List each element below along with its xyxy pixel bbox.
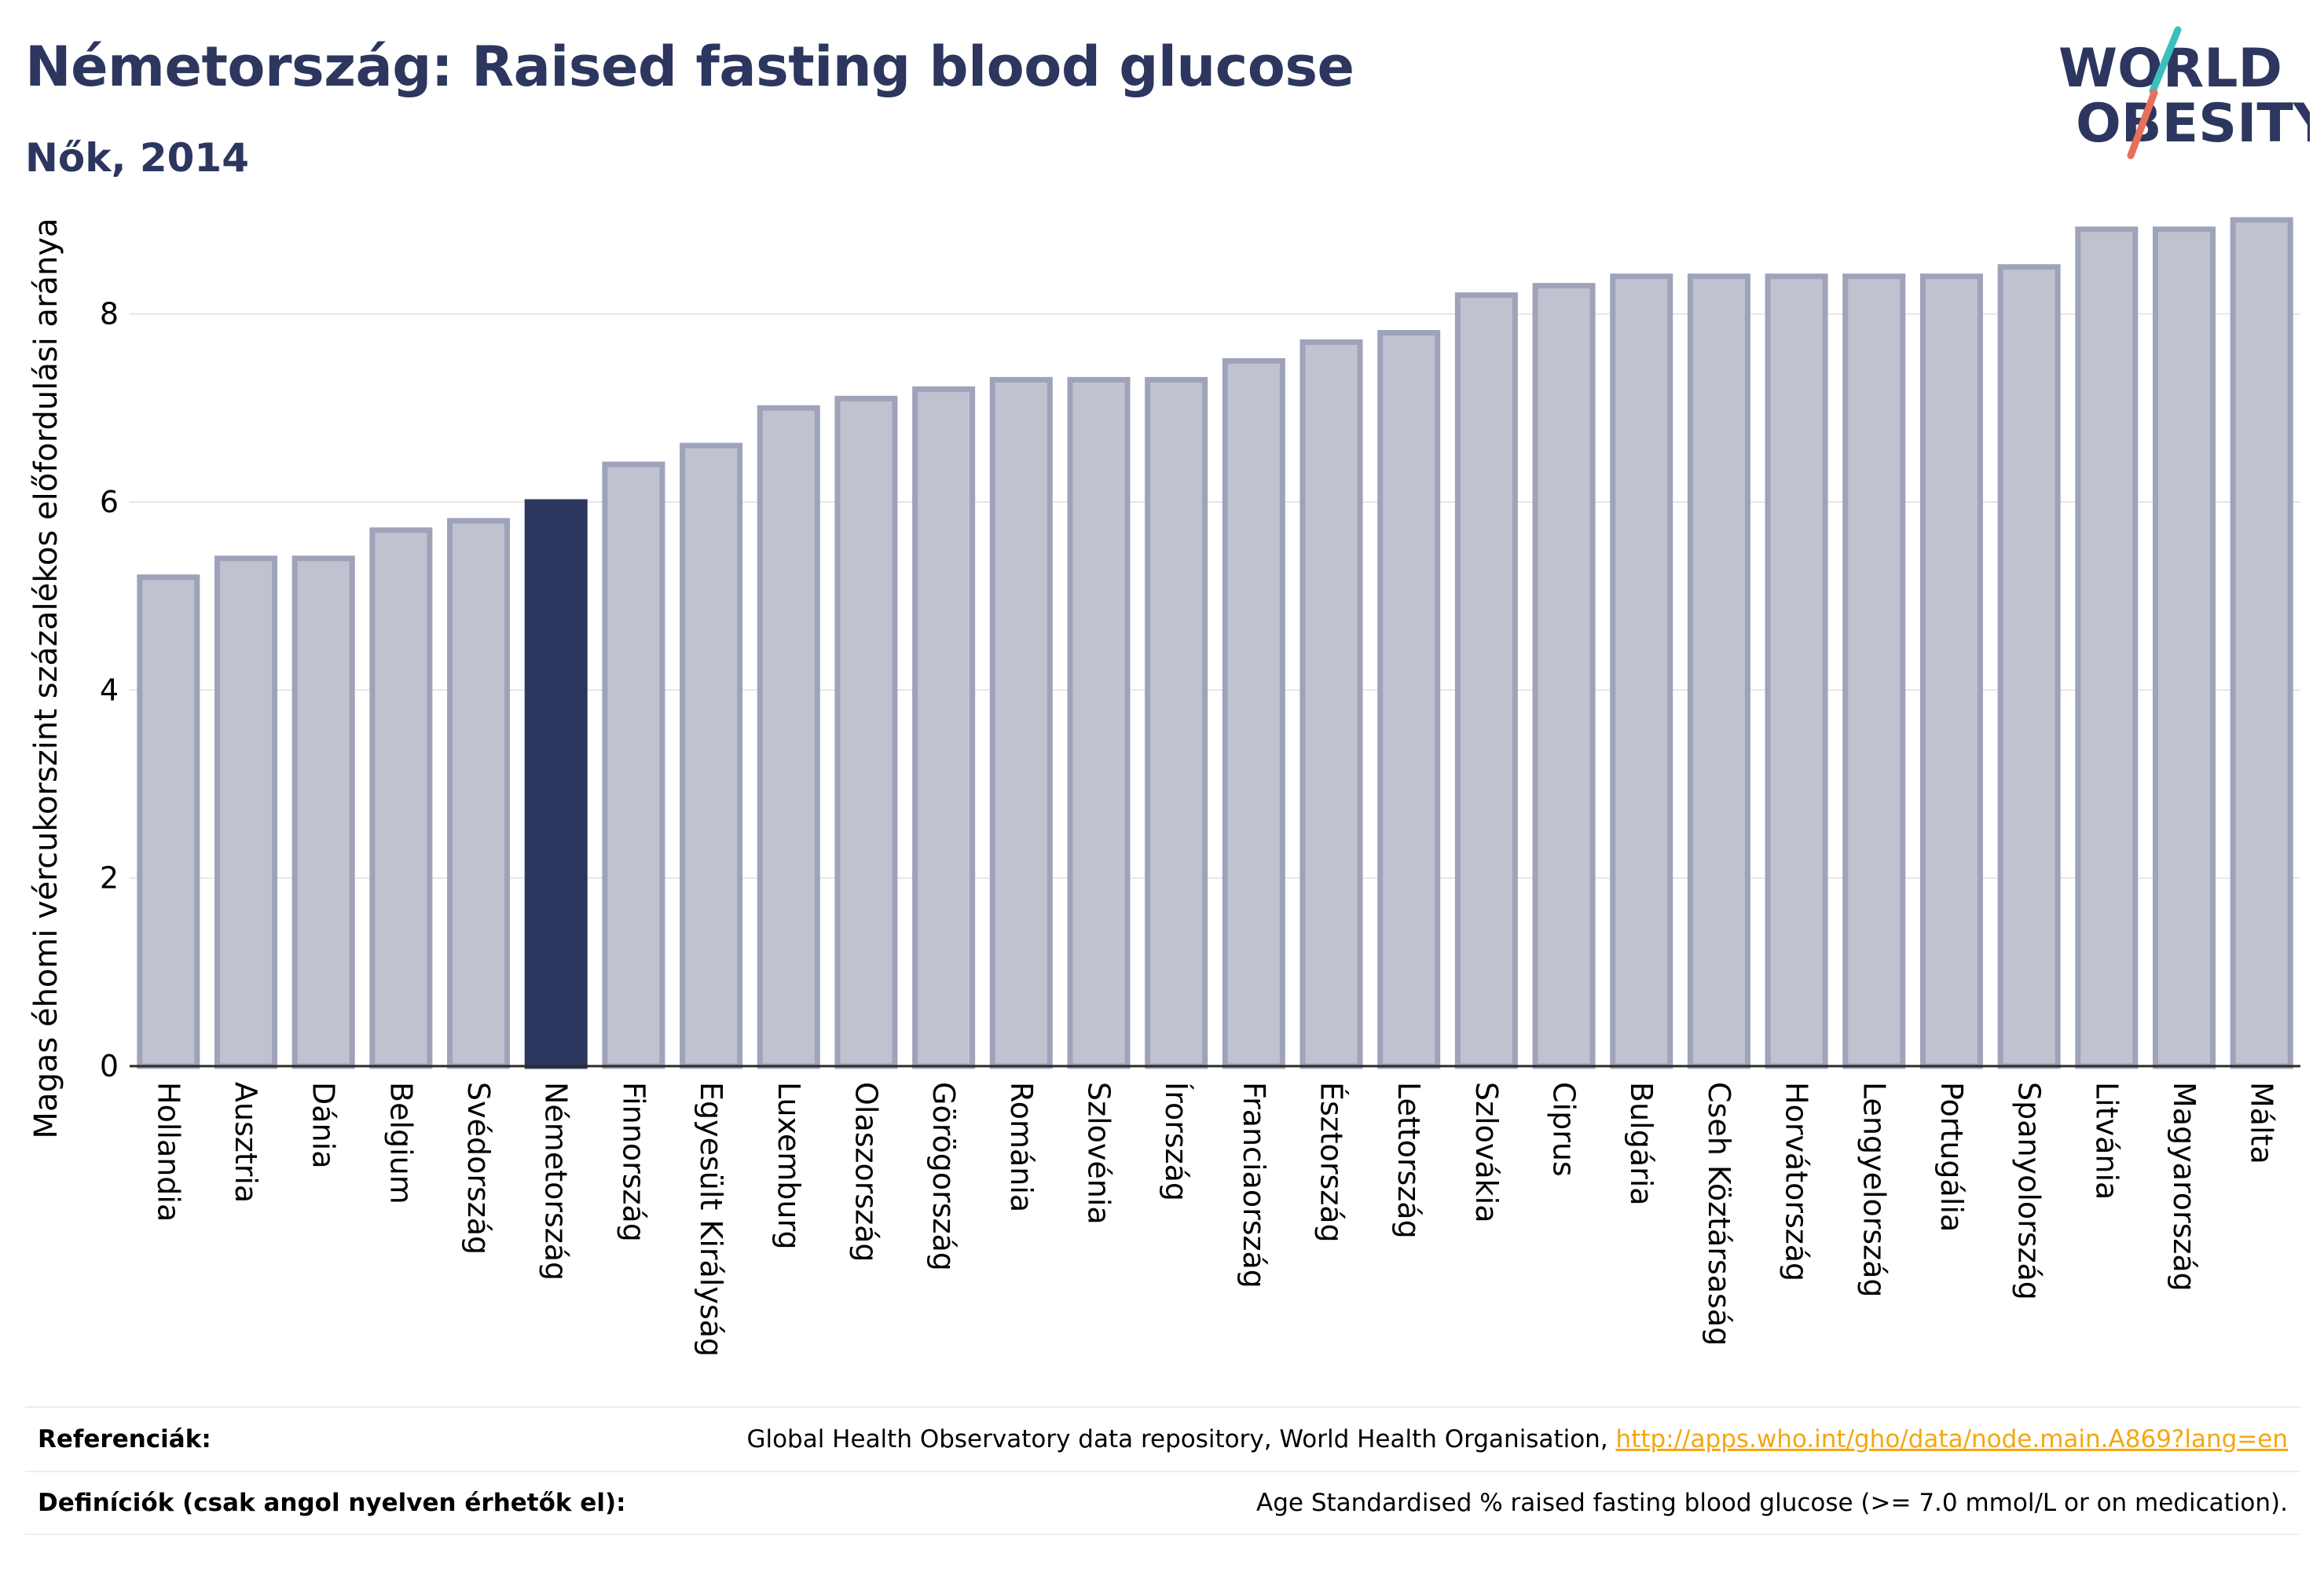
x-tick-label: Németország xyxy=(539,1082,574,1281)
x-tick-label: Szlovénia xyxy=(1081,1082,1116,1225)
bar-15 xyxy=(1299,339,1363,1069)
bar-25 xyxy=(2075,226,2139,1069)
bar-14 xyxy=(1222,357,1285,1069)
bar-13 xyxy=(1145,376,1208,1069)
x-tick-label: Románia xyxy=(1004,1082,1039,1212)
bar-4 xyxy=(447,518,511,1069)
bar-chart: 0 2 4 6 8 Hollandia Ausztria Dánia Belgium Svédo… xyxy=(28,217,2300,1357)
references-table: Referenciák: Global Health Observatory d… xyxy=(25,1406,2300,1535)
bar-9 xyxy=(834,395,898,1069)
references-row: Referenciák: Global Health Observatory d… xyxy=(25,1406,2300,1471)
x-tick-label: Ausztria xyxy=(229,1082,263,1203)
y-tick-label: 8 xyxy=(100,297,119,332)
bar-26 xyxy=(2152,226,2216,1069)
bar-19 xyxy=(1610,273,1673,1069)
bar-27 xyxy=(2230,217,2293,1069)
definitions-label: Definíciók (csak angol nyelven érhetők e… xyxy=(38,1489,626,1517)
bar-0 xyxy=(137,574,200,1069)
bar-5 xyxy=(524,499,588,1069)
y-tick-label: 6 xyxy=(100,485,119,519)
page-title: Németország: Raised fasting blood glucos… xyxy=(25,35,1354,99)
x-tick-label: Franciaország xyxy=(1237,1082,1271,1288)
y-tick-label: 0 xyxy=(100,1049,119,1083)
world-obesity-logo: WORLD OBESITY xyxy=(2058,26,2310,159)
x-tick-label: Málta xyxy=(2245,1082,2279,1164)
bars xyxy=(137,217,2293,1069)
x-tick-label: Észtország xyxy=(1314,1082,1349,1243)
bar-2 xyxy=(291,555,355,1069)
bar-21 xyxy=(1765,273,1828,1069)
x-tick-label: Magyarország xyxy=(2167,1082,2201,1292)
x-tick-label: Luxemburg xyxy=(772,1082,806,1250)
x-tick-label: Horvátország xyxy=(1780,1082,1814,1281)
x-tick-label: Lengyelország xyxy=(1857,1082,1891,1298)
bar-6 xyxy=(602,461,665,1069)
x-tick-label: Szlovákia xyxy=(1469,1082,1504,1223)
bar-23 xyxy=(1919,273,1983,1069)
logo-slash-teal xyxy=(2149,26,2182,95)
x-tick-label: Lettország xyxy=(1391,1082,1426,1239)
bar-7 xyxy=(680,442,743,1069)
x-tick-label: Görögország xyxy=(926,1082,961,1271)
definitions-row: Definíciók (csak angol nyelven érhetők e… xyxy=(25,1471,2300,1535)
x-tick-label: Dánia xyxy=(306,1082,341,1168)
bar-16 xyxy=(1377,330,1441,1069)
x-tick-label: Finnország xyxy=(616,1082,651,1242)
y-tick-labels: 0 2 4 6 8 xyxy=(100,297,119,1083)
bar-3 xyxy=(369,527,433,1069)
x-tick-label: Írország xyxy=(1159,1082,1193,1201)
x-tick-label: Olaszország xyxy=(849,1082,883,1263)
x-tick-label: Egyesült Királyság xyxy=(694,1082,728,1357)
y-tick-label: 4 xyxy=(100,673,119,707)
bar-1 xyxy=(214,555,278,1069)
x-tick-label: Ciprus xyxy=(1547,1082,1582,1177)
x-tick-label: Bulgária xyxy=(1624,1082,1659,1206)
bar-11 xyxy=(989,376,1053,1069)
x-tick-label: Belgium xyxy=(383,1082,418,1204)
bar-17 xyxy=(1454,292,1518,1069)
x-tick-label: Svédország xyxy=(461,1082,496,1255)
references-label: Referenciák: xyxy=(38,1425,211,1453)
references-text: Global Health Observatory data repositor… xyxy=(746,1425,1616,1453)
x-tick-label: Cseh Köztársaság xyxy=(1702,1082,1736,1346)
definitions-value: Age Standardised % raised fasting blood … xyxy=(1256,1489,2288,1517)
x-tick-labels: Hollandia Ausztria Dánia Belgium Svédország N… xyxy=(151,1082,2278,1357)
references-value: Global Health Observatory data repositor… xyxy=(746,1425,2288,1453)
page-subtitle: Nők, 2014 xyxy=(25,135,250,181)
bar-20 xyxy=(1687,273,1750,1069)
bar-12 xyxy=(1067,376,1131,1069)
bar-22 xyxy=(1842,273,1906,1069)
bar-10 xyxy=(912,386,976,1069)
x-tick-label: Spanyolország xyxy=(2012,1082,2047,1300)
y-axis-label: Magas éhomi vércukorszint százalékos elő… xyxy=(28,218,64,1138)
bar-24 xyxy=(1997,264,2061,1069)
x-tick-label: Litvánia xyxy=(2089,1082,2124,1200)
logo-text-obesity: OBESITY xyxy=(2076,93,2310,155)
y-tick-label: 2 xyxy=(100,861,119,896)
x-tick-label: Hollandia xyxy=(151,1082,185,1222)
logo-slash-coral xyxy=(2127,89,2158,159)
x-tick-label: Portugália xyxy=(1934,1082,1969,1232)
references-link[interactable]: http://apps.who.int/gho/data/node.main.A… xyxy=(1615,1425,2288,1453)
bar-8 xyxy=(757,405,820,1069)
bar-18 xyxy=(1532,283,1596,1069)
